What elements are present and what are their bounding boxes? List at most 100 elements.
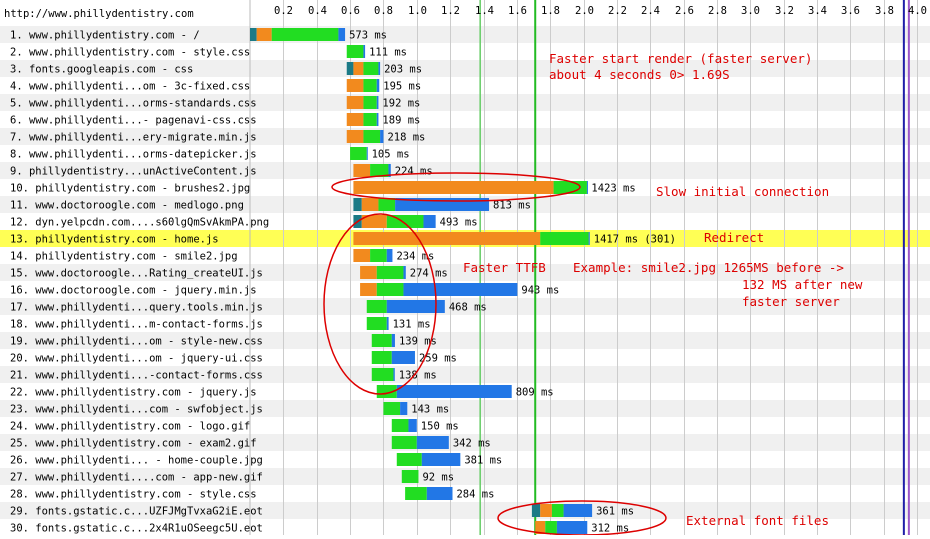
tick-label: 3.6: [841, 5, 860, 17]
bar-ttfb: [366, 300, 387, 313]
bar-connect: [353, 62, 364, 75]
duration-label: 361 ms: [596, 506, 634, 518]
request-label[interactable]: 26. www.phillydenti... - home-couple.jpg: [10, 455, 263, 467]
bar-download: [366, 147, 368, 160]
duration-label: 111 ms: [369, 47, 407, 59]
bar-dns: [346, 62, 354, 75]
bar-ttfb: [371, 351, 392, 364]
request-label[interactable]: 15. www.doctoroogle...Rating_createUI.js: [10, 268, 263, 280]
duration-label: 218 ms: [387, 132, 425, 144]
bar-connect: [353, 164, 371, 177]
duration-labels: 573 ms 111 ms 203 ms 195 ms 192 ms 189 ms 218 …: [349, 30, 676, 535]
bar-ttfb: [363, 96, 377, 109]
request-label[interactable]: 3. fonts.googleapis.com - css: [10, 64, 193, 76]
request-label[interactable]: 25. www.phillydentistry.com - exam2.gif: [10, 438, 257, 450]
request-label[interactable]: 7. www.phillydenti...ery-migrate.min.js: [10, 132, 257, 144]
request-label[interactable]: 21. www.phillydenti...-contact-forms.css: [10, 370, 263, 382]
bar-download: [563, 504, 593, 517]
bar-ttfb: [545, 521, 557, 534]
row-background: [0, 298, 930, 315]
request-label[interactable]: 18. www.phillydenti...m-contact-forms.js: [10, 319, 263, 331]
request-label[interactable]: 28. www.phillydentistry.com - style.css: [10, 489, 257, 501]
duration-label: 342 ms: [453, 438, 491, 450]
duration-label: 189 ms: [382, 115, 420, 127]
slow-connection-ellipse: [331, 172, 581, 202]
bar-download: [376, 113, 379, 126]
request-label[interactable]: 23. www.phillydenti...com - swfobject.js: [10, 404, 263, 416]
bar-connect: [346, 79, 364, 92]
request-label[interactable]: 17. www.phillydenti...query.tools.min.js: [10, 302, 263, 314]
request-label[interactable]: 30. fonts.gstatic.c...2x4R1uOSeegc5U.eot: [10, 523, 263, 535]
request-label[interactable]: 6. www.phillydenti...- pagenavi-css.css: [10, 115, 257, 127]
tick-label: 2.8: [708, 5, 727, 17]
duration-label: 150 ms: [421, 421, 459, 433]
row-background: [0, 26, 930, 43]
request-label[interactable]: 8. www.phillydenti...orms-datepicker.js: [10, 149, 257, 161]
bar-ttfb: [405, 487, 427, 500]
duration-label: 131 ms: [393, 319, 431, 331]
row-background: [0, 162, 930, 179]
bar-ttfb: [346, 45, 364, 58]
tick-label: 3.8: [875, 5, 894, 17]
duration-label: 813 ms: [493, 200, 531, 212]
row-background: [0, 145, 930, 162]
request-label[interactable]: 22. www.phillydentistry.com - jquery.js: [10, 387, 257, 399]
bar-connect: [361, 198, 379, 211]
request-label[interactable]: 9. phillydentistry...unActiveContent.js: [10, 166, 257, 178]
bar-download: [388, 164, 391, 177]
bar-download: [393, 368, 395, 381]
duration-label: 573 ms: [349, 30, 387, 42]
row-background: [0, 332, 930, 349]
annotations: Faster start render (faster server) abou…: [323, 51, 863, 536]
request-label[interactable]: 1. www.phillydentistry.com - /: [10, 30, 200, 42]
bar-download: [421, 453, 461, 466]
bar-ttfb: [376, 283, 404, 296]
request-label[interactable]: 5. www.phillydenti...orms-standards.css: [10, 98, 257, 110]
annotation-example-line1: Example: smile2.jpg 1265MS before ->: [573, 260, 844, 275]
bar-download: [386, 249, 393, 262]
text-layer: http://www.phillydentistry.com: [4, 8, 194, 20]
tick-label: 0.4: [308, 5, 327, 17]
timing-markers: [479, 0, 910, 536]
row-background: [0, 468, 930, 485]
request-label[interactable]: 14. phillydentistry.com - smile2.jpg: [10, 251, 238, 263]
bar-ttfb: [371, 368, 394, 381]
bar-connect: [353, 232, 541, 245]
tick-label: 2.6: [675, 5, 694, 17]
request-label[interactable]: 19. www.phillydenti...om - style-new.css: [10, 336, 263, 348]
row-background: [0, 417, 930, 434]
request-label[interactable]: 27. www.phillydenti....com - app-new.gif: [10, 472, 263, 484]
bar-download: [376, 79, 380, 92]
duration-label: 1423 ms: [591, 183, 635, 195]
row-background: [0, 213, 930, 230]
request-label[interactable]: 2. www.phillydentistry.com - style.css: [10, 47, 250, 59]
tick-label: 0.8: [374, 5, 393, 17]
request-label[interactable]: 13. phillydentistry.com - home.js: [10, 234, 219, 246]
bar-connect: [540, 504, 552, 517]
bar-connect: [353, 249, 371, 262]
tick-label: 0.2: [274, 5, 293, 17]
request-label[interactable]: 10. phillydentistry.com - brushes2.jpg: [10, 183, 250, 195]
tick-label: 3.4: [808, 5, 827, 17]
duration-label: 468 ms: [449, 302, 487, 314]
request-label[interactable]: 4. www.phillydenti...om - 3c-fixed.css: [10, 81, 250, 93]
bar-ttfb: [376, 385, 397, 398]
duration-label: 284 ms: [456, 489, 494, 501]
tick-label: 4.0: [908, 5, 927, 17]
bar-download: [386, 317, 389, 330]
bar-dns: [353, 198, 362, 211]
request-label[interactable]: 20. www.phillydenti...om - jquery-ui.css: [10, 353, 263, 365]
request-label[interactable]: 16. www.doctoroogle.com - jquery.min.js: [10, 285, 257, 297]
bar-connect: [361, 215, 387, 228]
request-labels[interactable]: 1. www.phillydentistry.com - / 2. www.phi…: [10, 30, 269, 535]
request-label[interactable]: 29. fonts.gstatic.c...UZFJMgTvxaG2iE.eot: [10, 506, 263, 518]
row-background: [0, 128, 930, 145]
request-label[interactable]: 11. www.doctoroogle.com - medlogo.png: [10, 200, 244, 212]
bar-connect: [346, 130, 364, 143]
bar-ttfb: [378, 198, 396, 211]
request-label[interactable]: 12. dyn.yelpcdn.com....s60lgQmSvAkmPA.pn…: [10, 217, 269, 229]
bar-download: [556, 521, 588, 534]
request-label[interactable]: 24. www.phillydentistry.com - logo.gif: [10, 421, 250, 433]
annotation-example-line3: faster server: [742, 294, 840, 309]
